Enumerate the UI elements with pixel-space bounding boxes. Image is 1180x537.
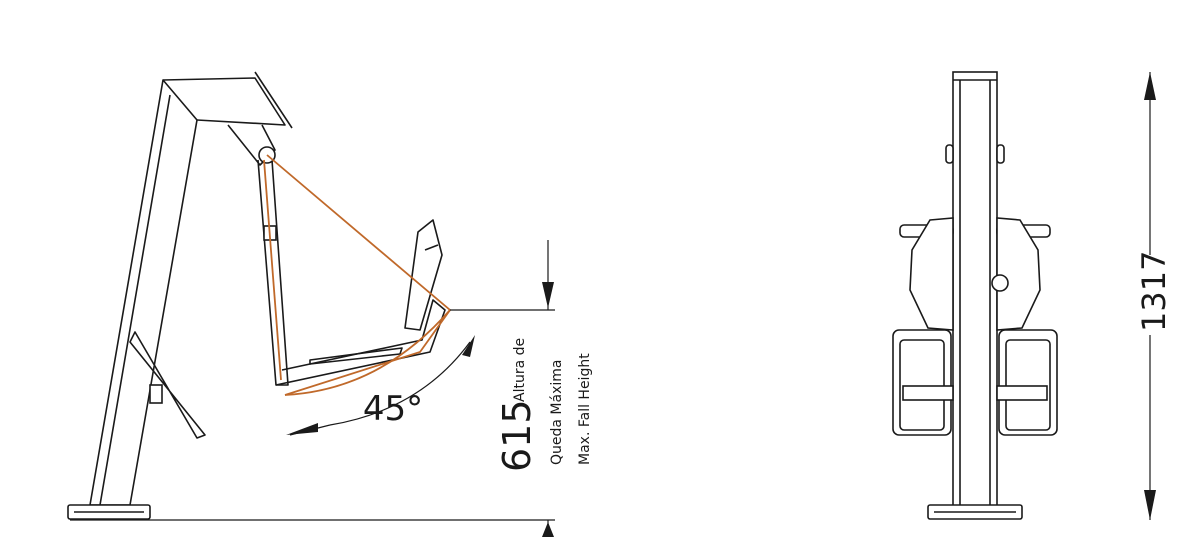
dimensions-left	[70, 240, 555, 537]
fall-height-label: Queda Máxima	[549, 360, 565, 465]
height-dimension: 1317	[1135, 251, 1173, 332]
side-view	[67, 71, 452, 520]
fall-height-value: 615	[495, 399, 539, 472]
fall-height-label: Max. Fall Height	[577, 353, 593, 465]
angle-label: 45°	[363, 389, 423, 429]
fall-height-label: Altura de	[512, 338, 528, 402]
front-view	[892, 71, 1058, 520]
